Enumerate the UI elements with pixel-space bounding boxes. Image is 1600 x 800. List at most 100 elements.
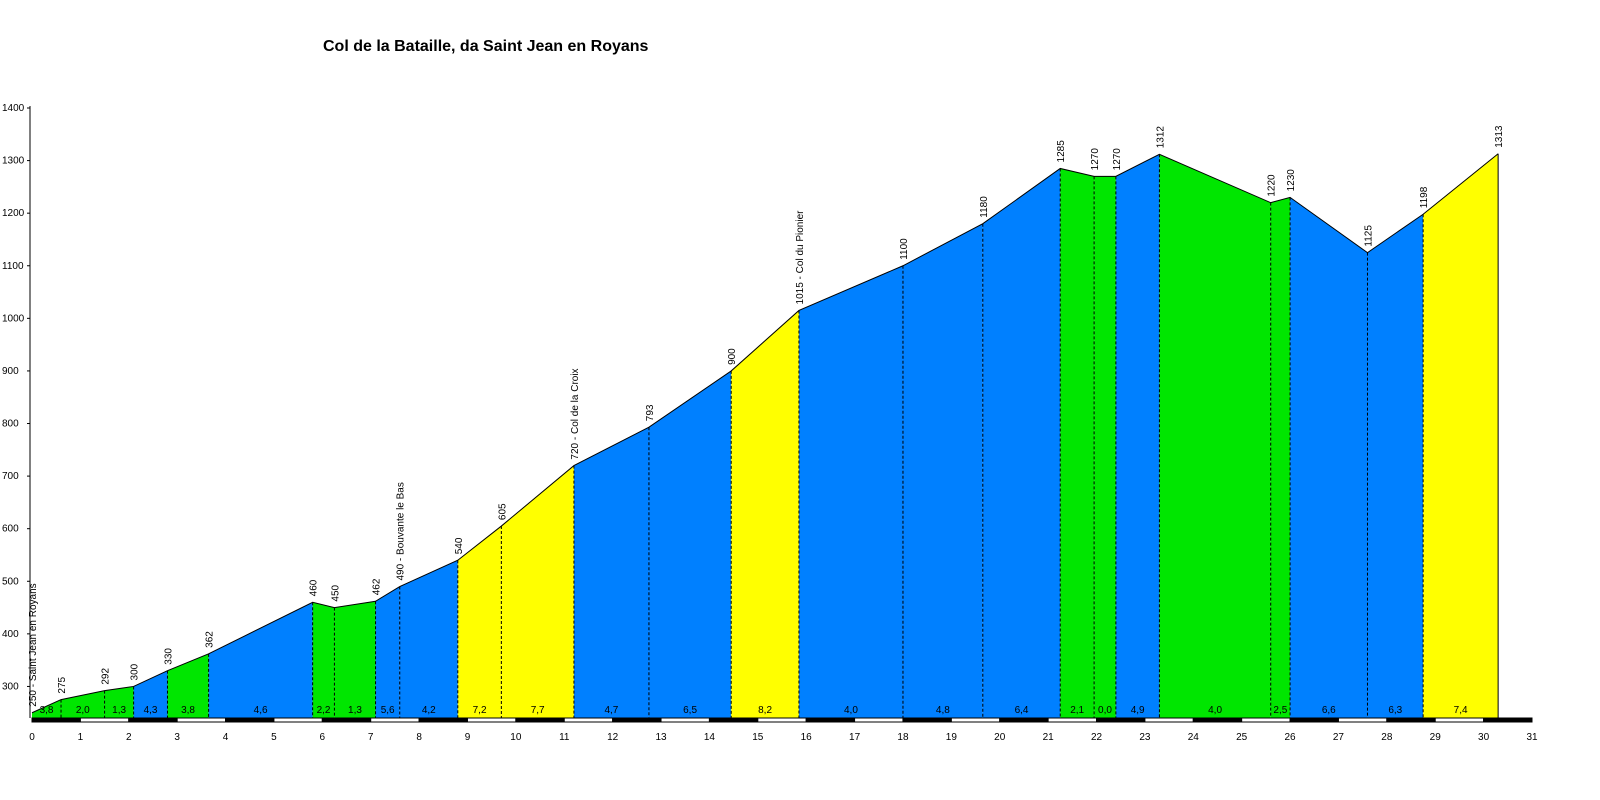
- y-tick-label: 1000: [2, 313, 25, 324]
- x-axis-bar: [418, 717, 468, 723]
- x-axis-bar: [225, 717, 275, 723]
- x-tick-label: 10: [510, 732, 522, 743]
- gradient-label: 1,3: [112, 705, 126, 716]
- gradient-label: 8,2: [758, 705, 772, 716]
- y-tick-label: 700: [2, 471, 19, 482]
- x-tick-label: 17: [849, 732, 861, 743]
- x-tick-label: 27: [1333, 732, 1345, 743]
- elevation-label: 1270: [1090, 148, 1101, 171]
- elevation-label: 460: [309, 579, 320, 596]
- x-axis-bar: [1289, 717, 1339, 723]
- elevation-label: 605: [497, 503, 508, 520]
- elevation-label: 1270: [1112, 148, 1123, 171]
- gradient-label: 7,2: [473, 705, 487, 716]
- elevation-label: 540: [454, 537, 465, 554]
- x-tick-label: 21: [1043, 732, 1055, 743]
- gradient-label: 4,6: [254, 705, 268, 716]
- x-tick-label: 7: [368, 732, 374, 743]
- gradient-label: 7,4: [1454, 705, 1468, 716]
- gradient-label: 3,8: [181, 705, 195, 716]
- segment-fill-5: [208, 602, 313, 718]
- gradient-label: 2,0: [76, 705, 90, 716]
- x-axis-bar: [1096, 717, 1146, 723]
- x-tick-label: 16: [801, 732, 813, 743]
- x-tick-label: 2: [126, 732, 132, 743]
- elevation-label: 250 - Saint Jean en Royans: [28, 583, 39, 706]
- segment-fill-25: [1423, 153, 1499, 718]
- elevation-label: 450: [330, 584, 341, 601]
- gradient-label: 0,0: [1098, 705, 1112, 716]
- x-axis-bar: [757, 717, 807, 723]
- segment-fill-20: [1115, 154, 1160, 718]
- elevation-label: 1100: [899, 238, 910, 260]
- segment-fill-8: [375, 586, 400, 718]
- x-axis-bar: [999, 717, 1049, 723]
- segment-fill-11: [501, 465, 574, 718]
- segment-fill-24: [1367, 214, 1424, 719]
- x-axis-bar: [31, 717, 81, 723]
- x-axis-bar: [128, 717, 178, 723]
- x-axis-bar: [1337, 717, 1388, 723]
- elevation-label: 1220: [1267, 174, 1278, 197]
- y-tick-label: 300: [2, 681, 19, 692]
- x-axis-bar: [321, 717, 372, 723]
- segment-fill-23: [1290, 197, 1368, 718]
- segment-fill-17: [982, 168, 1061, 719]
- y-tick-label: 1200: [2, 208, 25, 219]
- x-tick-label: 8: [416, 732, 422, 743]
- segment-fill-0: [32, 699, 62, 718]
- gradient-label: 2,2: [317, 705, 331, 716]
- segment-fill-21: [1159, 154, 1271, 718]
- elevation-label: 720 - Col de la Croix: [570, 368, 581, 459]
- x-axis-bar: [176, 717, 227, 723]
- elevation-label: 300: [130, 663, 141, 680]
- gradient-label: 4,2: [422, 705, 436, 716]
- x-tick-label: 18: [897, 732, 909, 743]
- x-tick-label: 5: [271, 732, 277, 743]
- elevation-label: 1198: [1419, 186, 1430, 208]
- segment-fill-9: [399, 560, 458, 718]
- gradient-label: 4,0: [1208, 705, 1222, 716]
- elevation-label: 1285: [1056, 140, 1067, 163]
- x-tick-label: 3: [174, 732, 180, 743]
- gradient-label: 6,6: [1322, 705, 1336, 716]
- gradient-label: 6,5: [683, 705, 697, 716]
- x-tick-label: 12: [607, 732, 619, 743]
- elevation-label: 1312: [1155, 126, 1166, 149]
- x-axis-bar: [273, 717, 323, 723]
- segment-fill-4: [167, 653, 209, 718]
- segment-fill-7: [334, 601, 376, 718]
- x-tick-label: 4: [223, 732, 229, 743]
- x-axis-bar: [1192, 717, 1243, 723]
- x-axis-bar: [466, 717, 517, 723]
- gradient-label: 4,8: [936, 705, 950, 716]
- chart-title: Col de la Bataille, da Saint Jean en Roy…: [323, 38, 649, 55]
- x-axis-bar: [79, 717, 130, 723]
- segment-fill-15: [798, 265, 903, 718]
- elevation-label: 330: [163, 648, 174, 665]
- x-axis-bar: [1241, 717, 1291, 723]
- x-tick-label: 31: [1526, 732, 1538, 743]
- gradient-label: 2,1: [1070, 705, 1084, 716]
- y-tick-label: 1400: [2, 103, 25, 114]
- x-tick-label: 30: [1478, 732, 1490, 743]
- x-tick-label: 23: [1139, 732, 1151, 743]
- y-tick-label: 1100: [2, 261, 24, 272]
- x-axis-bar: [1434, 717, 1485, 723]
- x-axis-bar: [612, 717, 662, 723]
- segment-fill-10: [457, 526, 502, 718]
- x-axis-bar: [515, 717, 565, 723]
- x-tick-label: 26: [1285, 732, 1297, 743]
- x-tick-label: 29: [1430, 732, 1442, 743]
- elevation-label: 462: [372, 578, 383, 595]
- y-tick-label: 400: [2, 629, 19, 640]
- segment-fill-12: [573, 427, 649, 718]
- gradient-label: 4,3: [144, 705, 158, 716]
- x-axis-bar: [854, 717, 904, 723]
- gradient-label: 2,5: [1273, 705, 1287, 716]
- elevation-label: 362: [205, 631, 216, 648]
- x-tick-label: 25: [1236, 732, 1248, 743]
- elevation-label: 1125: [1363, 225, 1374, 247]
- segment-fill-13: [648, 370, 732, 718]
- x-tick-label: 28: [1381, 732, 1393, 743]
